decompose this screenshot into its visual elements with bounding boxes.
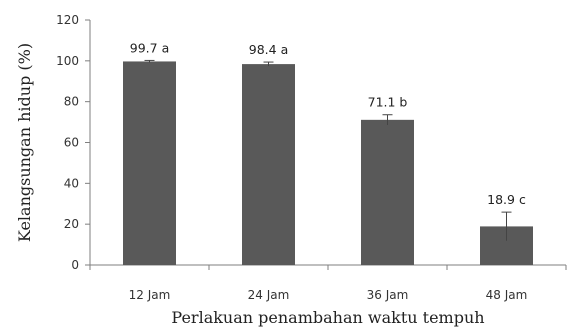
x-tick-label: 12 Jam [129, 288, 171, 302]
bar [242, 64, 295, 265]
x-axis-title: Perlakuan penambahan waktu tempuh [171, 308, 484, 327]
y-tick-label: 0 [71, 258, 79, 272]
data-label: 98.4 a [249, 42, 288, 57]
data-label: 99.7 a [130, 40, 169, 55]
bar [123, 61, 176, 266]
x-tick-label: 24 Jam [248, 288, 290, 302]
bars [123, 59, 533, 266]
y-tick-label: 60 [64, 136, 79, 150]
data-label: 18.9 c [487, 192, 526, 207]
data-labels: 99.7 a 98.4 a 71.1 b 18.9 c [130, 40, 526, 207]
x-tick-label: 48 Jam [486, 288, 528, 302]
y-tick-label: 100 [56, 54, 79, 68]
y-axis-title: Kelangsungan hidup (%) [15, 43, 34, 242]
data-label: 71.1 b [368, 95, 408, 110]
y-tick-label: 80 [64, 95, 79, 109]
y-tick-label: 20 [64, 217, 79, 231]
bar [361, 119, 414, 266]
y-tick-label: 120 [56, 13, 79, 27]
y-axis-ticks: 0 20 40 60 80 100 120 [56, 13, 90, 272]
x-axis-ticks: 12 Jam 24 Jam 36 Jam 48 Jam [89, 265, 567, 302]
y-tick-label: 40 [64, 176, 79, 190]
x-tick-label: 36 Jam [367, 288, 409, 302]
